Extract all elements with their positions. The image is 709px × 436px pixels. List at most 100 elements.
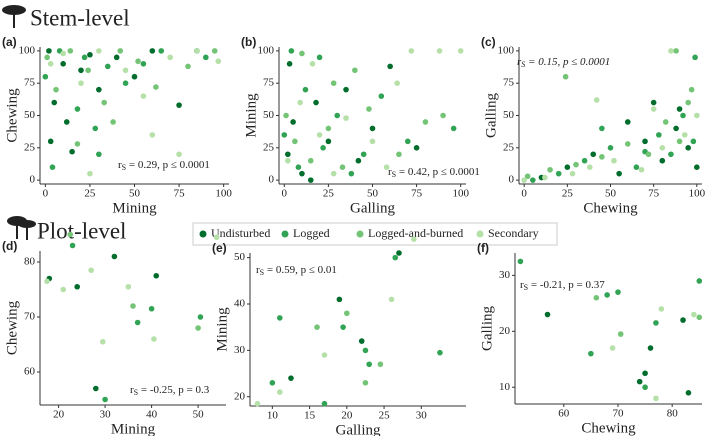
annotation-text: = 0.59, p ≤ 0.01 bbox=[264, 264, 337, 276]
point bbox=[292, 138, 298, 145]
point bbox=[47, 138, 54, 145]
point bbox=[102, 396, 108, 403]
point bbox=[285, 151, 291, 158]
point bbox=[544, 311, 551, 318]
x-tick-label: 75 bbox=[411, 188, 423, 200]
legend-label: Logged-and-burned bbox=[368, 226, 463, 240]
legend-label: Undisturbed bbox=[211, 226, 270, 240]
stat-subscript: S bbox=[260, 268, 264, 277]
point bbox=[269, 380, 276, 386]
stat-subscript: S bbox=[524, 283, 528, 292]
point bbox=[624, 141, 631, 147]
point bbox=[517, 258, 524, 265]
point bbox=[396, 250, 402, 256]
x-tick-label: 50 bbox=[605, 188, 617, 200]
x-tick-label: 60 bbox=[558, 408, 570, 420]
point bbox=[408, 48, 415, 54]
point bbox=[642, 384, 648, 391]
point bbox=[111, 253, 118, 260]
point bbox=[562, 73, 569, 80]
point bbox=[307, 157, 314, 164]
point bbox=[392, 254, 399, 261]
point bbox=[203, 54, 209, 61]
point bbox=[135, 58, 141, 65]
point bbox=[624, 119, 631, 125]
point bbox=[78, 80, 84, 86]
stat-symbol: r bbox=[118, 159, 122, 171]
x-axis-title: Galling bbox=[350, 200, 395, 216]
point bbox=[295, 164, 302, 170]
x-tick-label: 0 bbox=[521, 188, 527, 200]
point bbox=[46, 48, 52, 54]
point bbox=[99, 338, 106, 345]
x-tick-label: 15 bbox=[304, 410, 316, 422]
point bbox=[676, 138, 683, 145]
y-tick-label: 25 bbox=[503, 141, 515, 153]
point bbox=[593, 97, 600, 103]
y-tick-label: 75 bbox=[263, 77, 275, 89]
point bbox=[288, 48, 295, 54]
point bbox=[696, 278, 703, 284]
point bbox=[581, 157, 588, 164]
x-tick-label: 50 bbox=[367, 188, 379, 200]
x-tick-label: 20 bbox=[341, 410, 353, 422]
point bbox=[650, 99, 657, 106]
point bbox=[388, 296, 395, 303]
point bbox=[344, 310, 350, 317]
point bbox=[213, 234, 220, 241]
y-tick-label: 50 bbox=[24, 109, 36, 121]
point bbox=[650, 106, 657, 112]
x-tick-label: 0 bbox=[43, 188, 49, 200]
y-tick-label: 25 bbox=[263, 141, 275, 153]
point bbox=[616, 170, 622, 177]
point bbox=[167, 54, 173, 61]
annotation-text: = 0.42, p ≤ 0.0001 bbox=[396, 166, 480, 178]
point bbox=[355, 157, 362, 164]
y-axis-title: Galling bbox=[479, 306, 495, 351]
point bbox=[422, 119, 429, 125]
point bbox=[450, 125, 457, 132]
point bbox=[321, 352, 328, 358]
stat-subscript: S bbox=[392, 170, 396, 179]
point bbox=[321, 400, 328, 407]
point bbox=[659, 157, 666, 164]
panel-label: (f) bbox=[477, 241, 489, 255]
point bbox=[369, 125, 376, 132]
point bbox=[93, 385, 99, 392]
x-tick-label: 40 bbox=[146, 409, 158, 421]
stat-symbol: r bbox=[517, 56, 522, 68]
point bbox=[117, 48, 124, 54]
y-tick-label: 0 bbox=[269, 174, 275, 186]
point bbox=[81, 54, 88, 61]
x-tick-label: 0 bbox=[282, 188, 288, 200]
point bbox=[185, 63, 191, 70]
annotation-text: = -0.21, p = 0.37 bbox=[528, 279, 605, 291]
x-tick-label: 75 bbox=[174, 188, 186, 200]
point bbox=[694, 164, 700, 170]
x-tick-label: 25 bbox=[323, 188, 335, 200]
point bbox=[334, 112, 341, 119]
point bbox=[457, 48, 464, 54]
point bbox=[530, 177, 536, 183]
point bbox=[547, 166, 553, 173]
annotation: rS = 0.15, p ≤ 0.0001 bbox=[517, 56, 610, 69]
y-tick-label: 50 bbox=[503, 109, 515, 121]
stat-subscript: S bbox=[122, 163, 126, 172]
x-axis-title: Mining bbox=[112, 200, 157, 216]
stat-symbol: r bbox=[388, 166, 392, 178]
point bbox=[680, 112, 686, 119]
point bbox=[521, 177, 527, 183]
point bbox=[134, 319, 141, 326]
x-axis-title: Chewing bbox=[581, 420, 636, 436]
point bbox=[599, 154, 605, 160]
point bbox=[320, 145, 326, 151]
x-tick-label: 75 bbox=[648, 188, 660, 200]
panel-label: (b) bbox=[241, 35, 256, 49]
point bbox=[176, 151, 182, 158]
point bbox=[659, 145, 666, 151]
point bbox=[316, 132, 323, 138]
point bbox=[604, 292, 610, 298]
point bbox=[615, 289, 621, 295]
point bbox=[151, 336, 157, 342]
